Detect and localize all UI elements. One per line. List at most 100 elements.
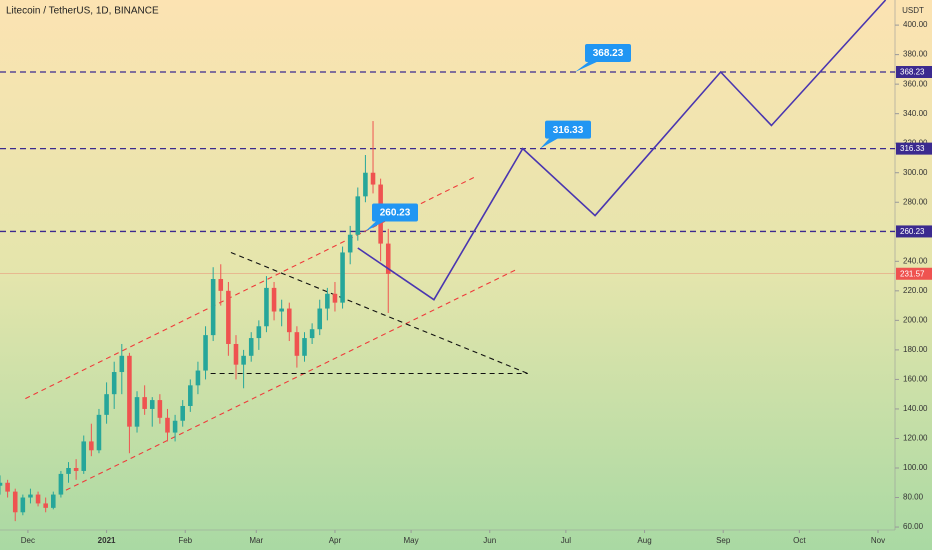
candle-body bbox=[332, 293, 338, 303]
callout-label: 368.23 bbox=[593, 48, 624, 59]
candle-body bbox=[43, 503, 48, 508]
candle-body bbox=[28, 494, 33, 498]
candle-body bbox=[347, 234, 353, 253]
callout-box bbox=[585, 44, 631, 63]
candle-body bbox=[210, 279, 216, 336]
candle-body bbox=[104, 394, 109, 415]
overlay: 368.23 316.33 260.23 bbox=[365, 44, 631, 232]
callout-pointer bbox=[575, 60, 601, 73]
callout-pointer bbox=[540, 136, 561, 149]
projection-path bbox=[357, 0, 887, 301]
x-tick-label: Apr bbox=[329, 536, 342, 545]
y-tick-label: 220.00 bbox=[903, 286, 928, 295]
x-tick-label: Feb bbox=[178, 536, 192, 545]
candle-body bbox=[325, 293, 330, 309]
x-tick-label: Dec bbox=[21, 536, 35, 545]
candle-body bbox=[203, 335, 208, 371]
candle-body bbox=[340, 252, 345, 303]
level-price-box bbox=[896, 267, 932, 280]
y-tick-label: 360.00 bbox=[903, 79, 928, 88]
chart-title: Litecoin / TetherUS, 1D, BINANCE bbox=[6, 6, 159, 17]
candle-body bbox=[89, 441, 94, 451]
candle-body bbox=[233, 343, 239, 365]
candle-body bbox=[294, 332, 300, 356]
level-price-label: 316.33 bbox=[900, 144, 925, 153]
y-tick-label: 140.00 bbox=[903, 404, 928, 413]
candle-body bbox=[119, 355, 125, 373]
y-tick-label: 120.00 bbox=[903, 434, 928, 443]
candle-body bbox=[309, 329, 315, 339]
candle-body bbox=[127, 355, 132, 427]
y-tick-label: 160.00 bbox=[903, 375, 928, 384]
candle-body bbox=[172, 420, 178, 433]
y-tick-label: 280.00 bbox=[903, 197, 928, 206]
level-price-box bbox=[896, 142, 932, 155]
candle-body bbox=[157, 400, 163, 418]
candle-body bbox=[5, 482, 10, 492]
y-tick-label: 400.00 bbox=[903, 20, 928, 29]
level-price-label: 368.23 bbox=[900, 68, 925, 77]
y-tick-label: 200.00 bbox=[903, 315, 928, 324]
y-tick-label: 80.00 bbox=[903, 493, 924, 502]
candle-body bbox=[279, 308, 284, 312]
y-tick-label: 240.00 bbox=[903, 256, 928, 265]
candle-body bbox=[302, 338, 307, 356]
callout-pointer bbox=[365, 219, 388, 232]
y-tick-label: 300.00 bbox=[903, 168, 928, 177]
callout-box bbox=[372, 203, 418, 222]
callout-label: 316.33 bbox=[553, 125, 584, 136]
candle-body bbox=[188, 385, 193, 406]
level-price-label: 260.23 bbox=[900, 227, 925, 236]
y-tick-label: 340.00 bbox=[903, 109, 928, 118]
candle-body bbox=[12, 491, 18, 513]
candle-body bbox=[73, 467, 79, 471]
candle-body bbox=[271, 287, 277, 312]
x-tick-label: Aug bbox=[637, 536, 651, 545]
candle-body bbox=[66, 467, 71, 474]
y-tick-label: 100.00 bbox=[903, 463, 928, 472]
candle-body bbox=[226, 290, 231, 344]
x-tick-label: Jul bbox=[561, 536, 571, 545]
candle-body bbox=[20, 497, 26, 513]
candle-body bbox=[363, 172, 368, 197]
candle-body bbox=[96, 414, 102, 451]
callout-box bbox=[545, 120, 591, 139]
candle-body bbox=[248, 338, 254, 356]
trendline bbox=[65, 269, 516, 491]
candle-body bbox=[142, 397, 147, 409]
x-tick-label: Oct bbox=[793, 536, 806, 545]
candle-body bbox=[180, 405, 185, 421]
x-tick-label: Mar bbox=[249, 536, 263, 545]
candle-body bbox=[149, 400, 155, 409]
y-tick-label: 60.00 bbox=[903, 522, 924, 531]
candle-body bbox=[111, 372, 117, 395]
y-tick-label: 380.00 bbox=[903, 50, 928, 59]
candle-body bbox=[134, 397, 140, 427]
candle-body bbox=[35, 494, 41, 504]
candle-body bbox=[286, 308, 292, 333]
level-price-box bbox=[896, 66, 932, 79]
candle-body bbox=[355, 196, 361, 235]
candle-body bbox=[195, 370, 201, 386]
x-tick-label: May bbox=[404, 536, 419, 545]
candle-body bbox=[370, 172, 376, 185]
candle-body bbox=[256, 326, 262, 339]
candle-body bbox=[0, 482, 3, 486]
x-tick-label: Sep bbox=[716, 536, 731, 545]
x-tick-label: Jun bbox=[483, 536, 496, 545]
level-price-label: 231.57 bbox=[900, 269, 925, 278]
level-price-box bbox=[896, 225, 932, 238]
candle-body bbox=[165, 417, 170, 433]
x-tick-label: 2021 bbox=[98, 536, 116, 545]
unit-label: USDT bbox=[902, 6, 924, 15]
candle-body bbox=[58, 473, 64, 495]
candle-body bbox=[317, 308, 323, 330]
candle-body bbox=[264, 287, 269, 327]
candle-body bbox=[218, 279, 224, 291]
candle-body bbox=[51, 494, 56, 508]
x-tick-label: Nov bbox=[871, 536, 885, 545]
y-tick-label: 180.00 bbox=[903, 345, 928, 354]
candle-body bbox=[81, 441, 87, 471]
